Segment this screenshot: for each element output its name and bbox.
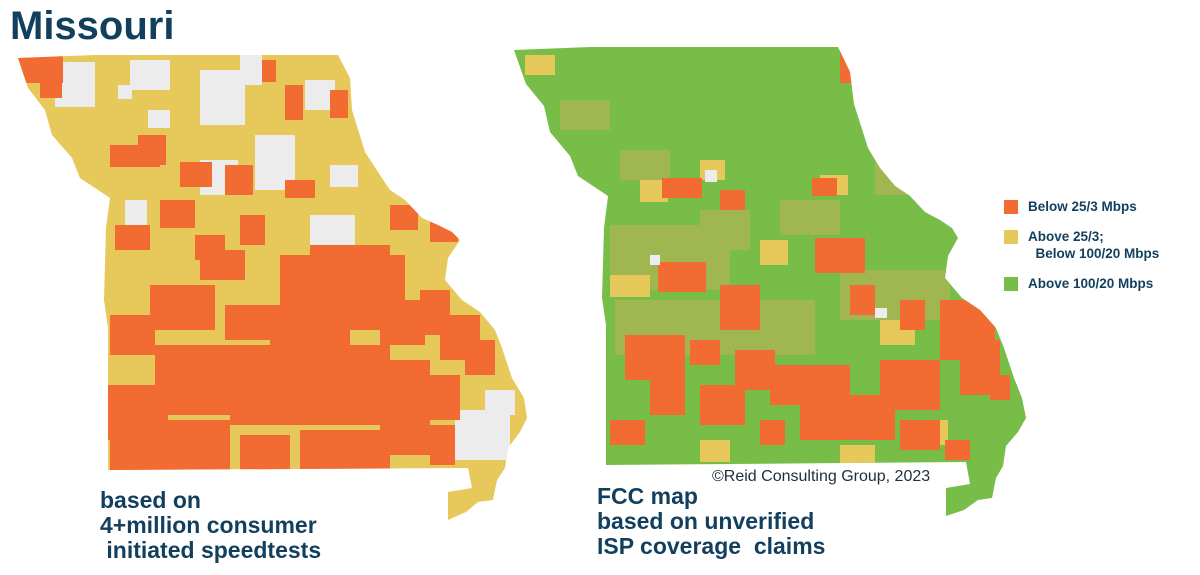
caption-line: initiated speedtests [100,537,322,563]
caption-line: 4+million consumer [100,512,317,538]
legend-item-above-100-20: Above 100/20 Mbps [1004,275,1194,292]
legend-label: Above 25/3; [1028,229,1104,244]
caption-line: FCC map [597,483,698,509]
legend-label: Below 100/20 Mbps [1028,246,1160,261]
legend-swatch [1004,230,1018,244]
right-map-caption: FCC map based on unverified ISP coverage… [597,484,825,559]
copyright-notice: ©Reid Consulting Group, 2023 [712,468,931,485]
legend-label: Above 100/20 Mbps [1028,276,1154,291]
caption-line: based on [100,487,201,513]
legend-swatch [1004,277,1018,291]
legend-item-above-25-3: Above 25/3; Below 100/20 Mbps [1004,228,1194,262]
page-title: Missouri [10,4,175,48]
legend-swatch [1004,200,1018,214]
caption-line: based on unverified [597,508,815,534]
caption-line: ISP coverage claims [597,533,826,559]
right-map-fcc [514,47,1026,516]
left-map-caption: based on 4+million consumer initiated sp… [100,488,321,563]
legend-label: Below 25/3 Mbps [1028,199,1137,214]
map-legend: Below 25/3 Mbps Above 25/3; Below 100/20… [1004,198,1194,305]
left-map-speedtests [18,55,527,520]
legend-item-below-25-3: Below 25/3 Mbps [1004,198,1194,215]
